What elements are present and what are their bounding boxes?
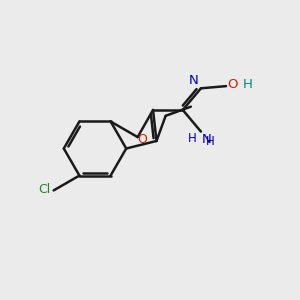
Text: H: H	[242, 78, 252, 92]
Text: H: H	[188, 132, 197, 145]
Text: N: N	[189, 74, 199, 87]
Text: Cl: Cl	[38, 183, 51, 196]
Text: O: O	[228, 78, 238, 92]
Text: H: H	[206, 135, 214, 148]
Text: O: O	[137, 133, 147, 146]
Text: N: N	[202, 133, 211, 146]
